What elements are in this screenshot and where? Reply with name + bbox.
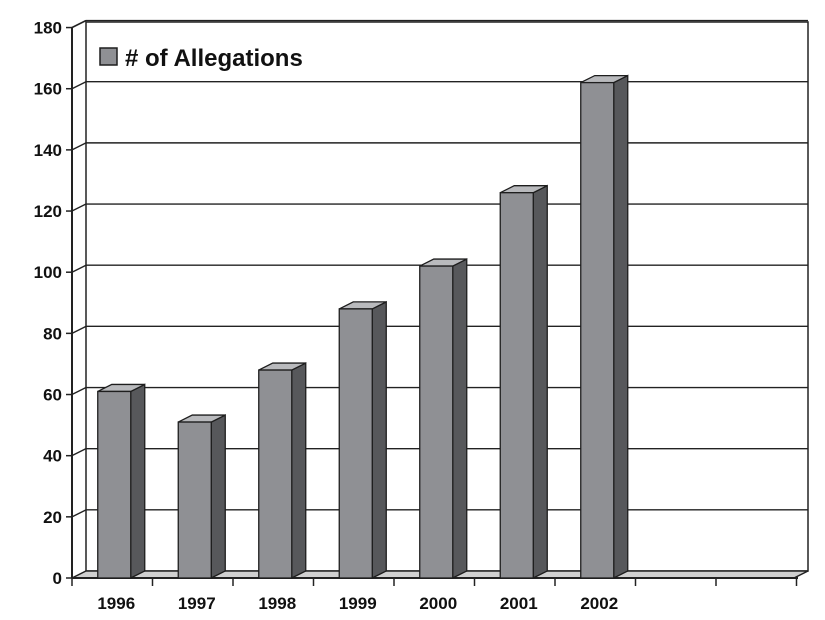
bar	[258, 362, 307, 580]
y-tick-label: 40	[43, 447, 62, 466]
bar	[419, 258, 468, 580]
gridline-connector	[71, 448, 87, 457]
gridline-connector	[71, 81, 87, 90]
y-tick-label: 160	[34, 80, 62, 99]
x-tick-label: 2000	[419, 594, 457, 613]
y-tick-label: 0	[53, 569, 62, 588]
bar-side	[210, 413, 226, 580]
legend-swatch	[99, 47, 118, 66]
y-tick-label: 120	[34, 202, 62, 221]
gridline-connector	[71, 264, 87, 273]
bar-side	[291, 362, 307, 580]
y-tick-label: 60	[43, 386, 62, 405]
bar-front	[499, 192, 534, 579]
bars	[97, 74, 629, 580]
gridline-connector	[71, 509, 87, 518]
bar-front	[177, 421, 212, 579]
y-tick-label: 140	[34, 141, 62, 160]
bar-front	[258, 369, 293, 579]
x-tick-label: 1996	[97, 594, 135, 613]
x-tick-label: 2001	[500, 594, 538, 613]
y-tick-label: 100	[34, 263, 62, 282]
y-tick-label: 20	[43, 508, 62, 527]
bar-front	[97, 390, 132, 579]
gridline-connector	[71, 325, 87, 334]
bar-front	[338, 308, 373, 579]
legend-label: # of Allegations	[125, 45, 303, 72]
bar-side	[613, 74, 629, 580]
bar-front	[580, 81, 615, 579]
bar-side	[532, 184, 548, 580]
y-tick-label: 80	[43, 324, 62, 343]
x-tick-label: 2002	[580, 594, 618, 613]
y-axis: 0 20 40 60 80 100 120 140 160 180	[34, 19, 73, 588]
gridline-connector	[71, 386, 87, 396]
bar-side	[371, 300, 387, 580]
bar	[580, 74, 629, 580]
x-tick-label: 1997	[178, 594, 216, 613]
gridline-connector	[71, 19, 87, 29]
bar	[499, 184, 548, 580]
bar-side	[452, 258, 468, 580]
bar-front	[419, 265, 454, 579]
legend: # of Allegations	[99, 45, 303, 72]
bar	[97, 383, 146, 580]
bar-side	[130, 383, 146, 580]
x-tick-label: 1999	[339, 594, 377, 613]
gridline-connector	[71, 142, 87, 151]
y-tick-label: 180	[34, 19, 62, 38]
x-axis: 1996 1997 1998 1999 2000 2001 2002	[71, 577, 798, 613]
bar	[338, 300, 387, 580]
gridline-connector	[71, 203, 87, 212]
bar	[177, 413, 226, 580]
x-tick-label: 1998	[258, 594, 296, 613]
